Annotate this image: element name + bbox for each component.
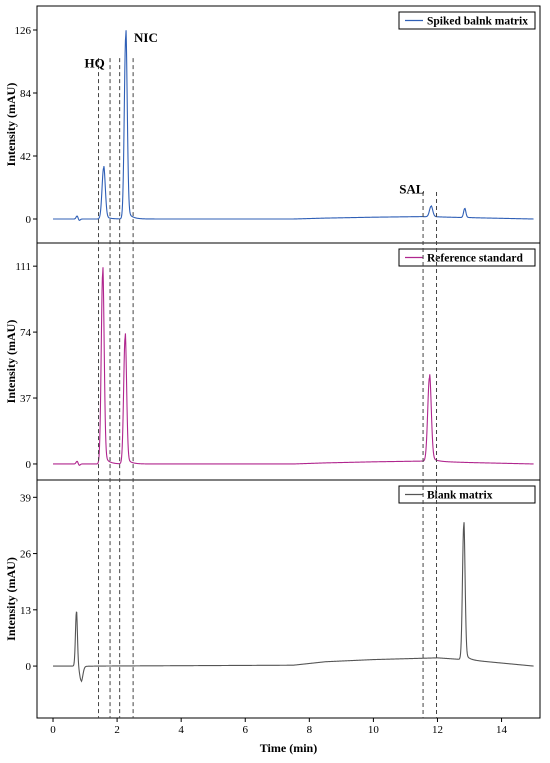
y-tick-label: 0 — [26, 661, 32, 673]
legend-box — [398, 485, 536, 504]
dashed-markers-layer — [98, 58, 438, 718]
x-tick-label: 10 — [368, 724, 380, 736]
y-axis-title: Intensity (mAU) — [4, 557, 18, 641]
y-tick-label: 111 — [15, 261, 31, 273]
panel-frame — [36, 5, 541, 244]
y-tick-label: 26 — [20, 549, 32, 561]
legend-label: Blank matrix — [427, 490, 493, 502]
y-tick-label: 39 — [20, 492, 32, 504]
x-tick-label: 0 — [50, 724, 56, 736]
y-tick-label: 74 — [20, 327, 32, 339]
peak-annotation: SAL — [399, 182, 425, 197]
x-tick-label: 14 — [496, 724, 508, 736]
panel-frame — [36, 479, 541, 719]
y-tick-label: 13 — [20, 605, 32, 617]
legend-label: Reference standard — [427, 253, 524, 265]
y-tick-label: 126 — [15, 25, 32, 37]
x-axis: 0 2 4 6 8 10 12 14 Time (min) — [50, 718, 508, 755]
series-line — [53, 522, 534, 683]
legend-label: Spiked balnk matrix — [427, 16, 528, 28]
series-line — [53, 30, 534, 221]
y-tick-label: 37 — [20, 393, 32, 405]
legend-box — [398, 11, 536, 30]
y-tick-label: 84 — [20, 88, 32, 100]
x-tick-label: 6 — [242, 724, 248, 736]
y-tick-label: 0 — [26, 459, 32, 471]
y-tick-label: 42 — [20, 151, 31, 163]
panel-3: 0 13 26 39 Intensity (mAU) Blank matrix — [4, 479, 541, 719]
panels-layer: 0 42 84 126 Intensity (mAU) Spiked balnk matr… — [4, 5, 541, 719]
y-axis-title: Intensity (mAU) — [4, 320, 18, 404]
panel-2: 0 37 74 111 Intensity (mAU) Reference standar… — [4, 242, 541, 481]
x-tick-label: 4 — [178, 724, 184, 736]
series-line — [53, 267, 534, 466]
peak-annotation: NIC — [134, 30, 158, 45]
peak-annotation: HQ — [85, 56, 105, 71]
x-tick-label: 12 — [432, 724, 443, 736]
x-tick-label: 2 — [114, 724, 120, 736]
panel-frame — [36, 242, 541, 481]
x-axis-title: Time (min) — [260, 741, 317, 755]
x-tick-label: 8 — [307, 724, 313, 736]
panel-1: 0 42 84 126 Intensity (mAU) Spiked balnk matr… — [4, 5, 541, 244]
y-tick-label: 0 — [26, 214, 32, 226]
legend-box — [398, 248, 536, 267]
y-axis-title: Intensity (mAU) — [4, 83, 18, 167]
annotations-layer: HQ NIC SAL — [85, 30, 425, 197]
